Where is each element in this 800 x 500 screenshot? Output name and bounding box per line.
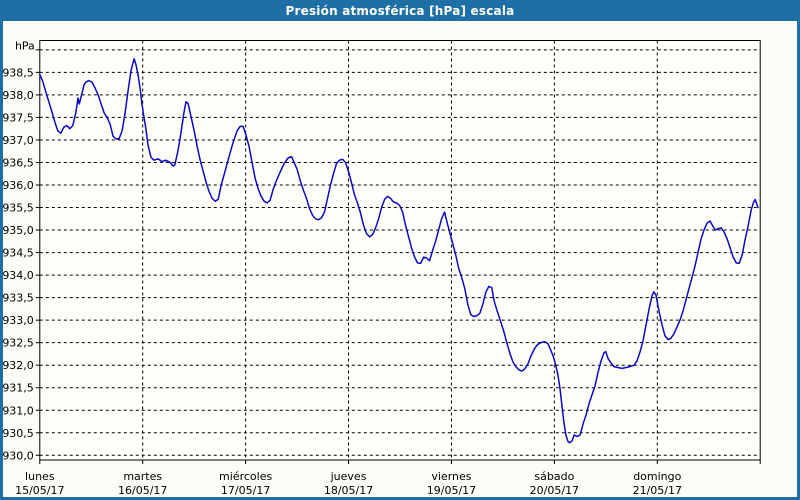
y-tick-label: 933,0 [3,314,34,327]
x-day-name: viernes [431,470,471,483]
y-axis-unit-label: hPa [15,40,35,53]
x-day-name: miércoles [219,470,272,483]
y-tick-label: 931,0 [3,404,34,417]
y-tick-label: 936,0 [3,179,34,192]
y-tick-label: 930,5 [3,427,34,440]
plot-border [39,40,761,461]
x-day-date: 16/05/17 [118,484,167,497]
y-tick-label: 936,5 [3,156,34,169]
y-tick-label: 934,5 [3,247,34,260]
y-tick-label: 931,5 [3,382,34,395]
y-tick-label: 935,0 [3,224,34,237]
x-day-date: 19/05/17 [427,484,476,497]
x-day-date: 17/05/17 [221,484,270,497]
y-tick-label: 932,0 [3,359,34,372]
y-tick-label: 938,0 [3,89,34,102]
x-day-name: martes [123,470,162,483]
x-day-name: sábado [534,470,574,483]
chart-title: Presión atmosférica [hPa] escala [285,3,515,18]
title-bar: Presión atmosférica [hPa] escala [0,0,800,21]
y-tick-label: 930,0 [3,449,34,462]
x-day-name: domingo [633,470,681,483]
x-day-date: 21/05/17 [633,484,682,497]
plot-background [39,40,761,460]
y-tick-label: 937,0 [3,134,34,147]
y-tick-label: 938,5 [3,66,34,79]
x-day-date: 15/05/17 [15,484,64,497]
y-tick-label: 934,0 [3,269,34,282]
y-tick-label: 937,5 [3,111,34,124]
x-day-name: lunes [25,470,55,483]
y-tick-label: 935,5 [3,202,34,215]
pressure-chart: 938,5 938,0 937,5 937,0 936,5 936,0 935,5 935,0… [3,40,761,497]
x-day-date: 18/05/17 [324,484,373,497]
pressure-series-line [39,58,759,444]
x-day-name: jueves [330,470,367,483]
y-tick-label: 933,5 [3,292,34,305]
y-tick-label: 932,5 [3,337,34,350]
chart-panel: 938,5 938,0 937,5 937,0 936,5 936,0 935,5 935,0… [3,21,797,497]
x-day-date: 20/05/17 [530,484,579,497]
